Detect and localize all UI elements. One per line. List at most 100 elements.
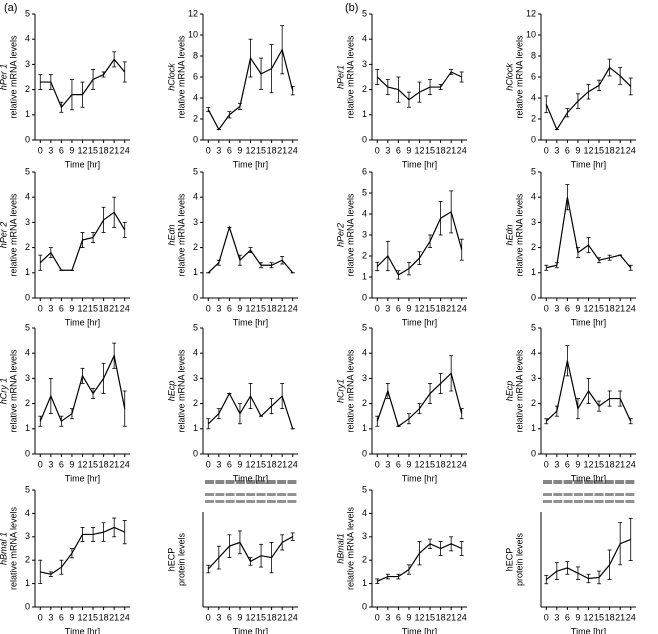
y-axis-label: hPer2 xyxy=(335,223,345,247)
y-tick-label: 1 xyxy=(362,578,367,588)
error-bar xyxy=(375,69,380,85)
error-bar xyxy=(280,534,285,551)
x-tick-label: 18 xyxy=(99,145,109,155)
y-tick-label: 4 xyxy=(362,508,367,518)
x-axis-label: Time [hr] xyxy=(402,317,437,327)
y-tick-label: 1 xyxy=(531,267,536,277)
error-bar xyxy=(101,206,106,233)
y-tick-label: 3 xyxy=(362,373,367,383)
x-tick-label: 21 xyxy=(446,303,456,313)
error-bar xyxy=(628,77,633,96)
error-bar xyxy=(597,79,602,92)
y-tick-label: 5 xyxy=(25,484,30,494)
error-bar xyxy=(406,564,411,575)
error-bar xyxy=(597,257,602,264)
blot-band xyxy=(246,500,256,503)
y-tick-label: 3 xyxy=(362,531,367,541)
y-axis-label: hECP xyxy=(504,548,514,572)
y-tick-label: 4 xyxy=(531,92,536,102)
x-tick-label: 3 xyxy=(554,303,559,313)
x-tick-label: 6 xyxy=(59,459,64,469)
error-bar xyxy=(38,74,43,90)
error-bar xyxy=(101,522,106,542)
x-tick-label: 12 xyxy=(77,459,87,469)
x-tick-label: 3 xyxy=(216,145,221,155)
blot-band xyxy=(287,493,297,496)
error-bar xyxy=(101,71,106,78)
error-bar xyxy=(575,398,580,420)
x-axis-label: Time [hr] xyxy=(571,317,606,327)
error-bar xyxy=(554,562,559,580)
blot-band xyxy=(256,493,266,496)
x-tick-label: 15 xyxy=(594,145,604,155)
x-tick-label: 18 xyxy=(99,612,109,622)
blot-band xyxy=(563,493,573,496)
error-bar xyxy=(385,383,390,399)
error-bar xyxy=(237,254,242,266)
blot-band xyxy=(287,500,297,503)
error-bar xyxy=(459,408,464,420)
error-bar xyxy=(565,184,570,211)
error-bar xyxy=(38,415,43,427)
error-bar xyxy=(628,418,633,425)
x-tick-label: 15 xyxy=(594,612,604,622)
y-tick-label: 0 xyxy=(531,134,536,144)
x-tick-label: 0 xyxy=(38,612,43,622)
y-axis-label: relative mRNA levels xyxy=(8,506,18,590)
x-tick-label: 3 xyxy=(554,459,559,469)
x-tick-label: 6 xyxy=(396,459,401,469)
x-tick-label: 3 xyxy=(554,145,559,155)
x-tick-label: 9 xyxy=(406,303,411,313)
x-tick-label: 9 xyxy=(406,612,411,622)
blot-band xyxy=(225,493,235,496)
error-bar xyxy=(618,390,623,407)
error-bar xyxy=(80,367,85,384)
y-tick-label: 2 xyxy=(25,398,30,408)
x-tick-label: 0 xyxy=(375,303,380,313)
y-tick-label: 0 xyxy=(193,448,198,458)
error-bar xyxy=(280,383,285,410)
data-line xyxy=(376,372,463,428)
x-axis-label: Time [hr] xyxy=(65,159,100,169)
data-line xyxy=(545,538,631,581)
x-tick-label: 24 xyxy=(120,303,130,313)
x-tick-label: 15 xyxy=(425,459,435,469)
y-tick-label: 1 xyxy=(25,423,30,433)
error-bar xyxy=(216,259,221,266)
error-bar xyxy=(544,95,549,114)
y-tick-label: 4 xyxy=(362,34,367,44)
blot-band xyxy=(543,500,552,503)
x-tick-label: 0 xyxy=(206,612,211,622)
y-tick-label: 4 xyxy=(362,208,367,218)
x-tick-label: 24 xyxy=(626,145,636,155)
error-bar xyxy=(206,107,211,113)
x-tick-label: 15 xyxy=(256,303,266,313)
x-tick-label: 21 xyxy=(277,145,287,155)
y-tick-label: 1 xyxy=(193,423,198,433)
y-axis-label: protein levels xyxy=(514,532,524,586)
y-tick-label: 4 xyxy=(362,348,367,358)
error-bar xyxy=(575,93,580,109)
error-bar xyxy=(459,541,464,556)
y-axis-label: hEcp xyxy=(504,381,514,402)
error-bar xyxy=(544,418,549,425)
x-axis-label: Time [hr] xyxy=(65,317,100,327)
x-tick-label: 21 xyxy=(109,459,119,469)
error-bar xyxy=(227,534,232,558)
x-tick-label: 15 xyxy=(88,459,98,469)
panel-label: (a) xyxy=(4,2,17,14)
y-tick-label: 0 xyxy=(362,134,367,144)
error-bar xyxy=(91,527,96,542)
error-bar xyxy=(122,520,127,545)
error-bar xyxy=(406,91,411,108)
y-tick-label: 3 xyxy=(362,229,367,239)
x-tick-label: 21 xyxy=(446,459,456,469)
blot-band xyxy=(604,500,614,503)
y-axis-label: relative mRNA levels xyxy=(176,193,186,277)
error-bar xyxy=(227,111,232,119)
x-axis-label: Time [hr] xyxy=(402,159,437,169)
x-tick-label: 18 xyxy=(605,303,615,313)
x-tick-label: 24 xyxy=(288,612,298,622)
blot-band xyxy=(573,480,583,484)
